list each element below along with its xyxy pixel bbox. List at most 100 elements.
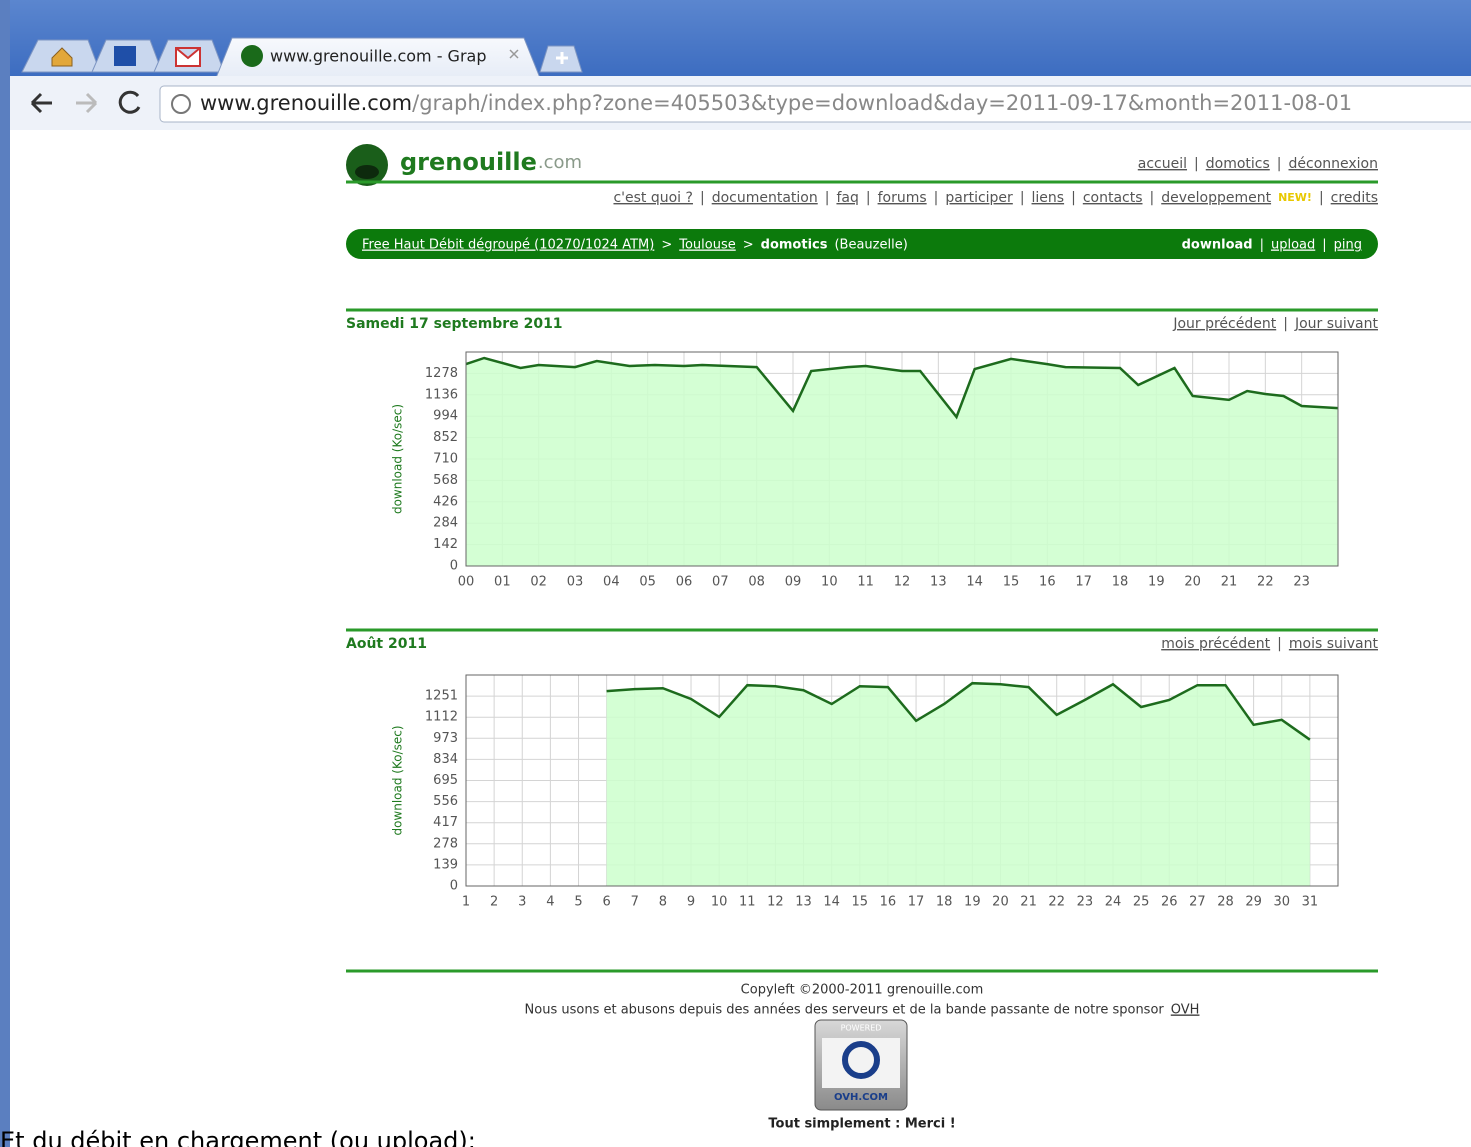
screen: www.grenouille.com - Grap www.grenouille…: [0, 0, 1471, 1147]
top-link[interactable]: déconnexion: [1289, 156, 1379, 172]
window-border: [0, 0, 10, 1147]
x-tick-label: 00: [458, 575, 475, 590]
nav-link[interactable]: Jour suivant: [1294, 316, 1379, 332]
chart-title: Août 2011: [346, 636, 427, 652]
x-tick-label: 29: [1245, 895, 1262, 910]
content: déconnexion|domotics|accueilcredits|NEW!…: [346, 156, 1379, 1018]
x-tick-label: 4: [546, 895, 554, 910]
nav-link[interactable]: mois précédent: [1161, 636, 1270, 652]
crumb-isp[interactable]: Free Haut Débit dégroupé (10270/1024 ATM…: [362, 238, 654, 253]
x-tick-label: 7: [631, 895, 639, 910]
crumb-arrow: >: [743, 238, 754, 253]
x-tick-label: 18: [936, 895, 953, 910]
x-tick-label: 8: [659, 895, 667, 910]
y-axis-label: download (Ko/sec): [391, 404, 405, 514]
y-tick-label: 1251: [425, 689, 458, 704]
x-tick-label: 16: [1039, 575, 1056, 590]
x-tick-label: 19: [964, 895, 981, 910]
x-tick-label: 23: [1293, 575, 1310, 590]
separator: |: [1283, 316, 1288, 332]
y-tick-label: 994: [433, 409, 458, 424]
x-tick-label: 13: [930, 575, 947, 590]
logo-mouth: [355, 165, 379, 179]
nav-link[interactable]: participer: [945, 190, 1013, 206]
x-tick-label: 12: [894, 575, 911, 590]
sponsor-text: Nous usons et abusons depuis des années …: [525, 1003, 1165, 1018]
x-tick-label: 27: [1189, 895, 1206, 910]
mode-link: download: [1182, 238, 1253, 253]
x-tick-label: 06: [676, 575, 693, 590]
x-tick-label: 23: [1077, 895, 1094, 910]
y-tick-label: 973: [433, 731, 458, 746]
y-tick-label: 0: [450, 559, 458, 574]
x-tick-label: 28: [1217, 895, 1234, 910]
nav-link[interactable]: forums: [878, 190, 927, 206]
x-tick-label: 26: [1161, 895, 1178, 910]
x-tick-label: 22: [1257, 575, 1274, 590]
x-tick-label: 30: [1273, 895, 1290, 910]
x-tick-label: 10: [711, 895, 728, 910]
url-host: www.grenouille.com: [200, 91, 412, 115]
y-tick-label: 852: [433, 430, 458, 445]
y-tick-label: 556: [433, 794, 458, 809]
nav-link[interactable]: developpement: [1161, 190, 1271, 206]
x-tick-label: 07: [712, 575, 729, 590]
mode-link[interactable]: ping: [1334, 238, 1362, 253]
x-tick-label: 15: [1003, 575, 1020, 590]
x-tick-label: 17: [1075, 575, 1092, 590]
nav-link[interactable]: Jour précédent: [1172, 316, 1276, 332]
y-tick-label: 1112: [425, 710, 458, 725]
x-tick-label: 21: [1020, 895, 1037, 910]
nav-link[interactable]: mois suivant: [1289, 636, 1379, 652]
area: [466, 358, 1338, 566]
x-tick-label: 11: [739, 895, 756, 910]
x-tick-label: 02: [530, 575, 547, 590]
x-tick-label: 9: [687, 895, 695, 910]
mode-link[interactable]: upload: [1271, 238, 1315, 253]
x-tick-label: 14: [966, 575, 983, 590]
favicon: [241, 45, 263, 67]
crumb-city[interactable]: Toulouse: [678, 238, 736, 253]
separator: |: [1319, 190, 1324, 206]
page: grenouille graph { "browser": { "tab_tit…: [0, 0, 1471, 1147]
nav-link[interactable]: credits: [1331, 190, 1378, 206]
x-tick-label: 10: [821, 575, 838, 590]
sponsor-link[interactable]: OVH: [1171, 1003, 1200, 1018]
separator: |: [1071, 190, 1076, 206]
x-tick-label: 12: [767, 895, 784, 910]
nav-link[interactable]: contacts: [1083, 190, 1143, 206]
separator: |: [1194, 156, 1199, 172]
nav-link[interactable]: documentation: [712, 190, 818, 206]
thanks: Tout simplement : Merci !: [768, 1117, 955, 1132]
nav-link[interactable]: faq: [836, 190, 858, 206]
caption: Et du débit en chargement (ou upload):: [0, 1127, 476, 1147]
url-path: /graph/index.php?zone=405503&type=downlo…: [412, 91, 1352, 115]
separator: |: [1020, 190, 1025, 206]
top-link[interactable]: accueil: [1138, 156, 1187, 172]
crumb-zone: domotics: [761, 238, 828, 253]
x-tick-label: 22: [1048, 895, 1065, 910]
crumb-detail: (Beauzelle): [834, 238, 907, 253]
logo-text: grenouille: [400, 148, 537, 176]
chart-title: Samedi 17 septembre 2011: [346, 316, 563, 332]
x-tick-label: 05: [639, 575, 656, 590]
separator: |: [1150, 190, 1155, 206]
x-tick-label: 16: [880, 895, 897, 910]
nav-link[interactable]: liens: [1032, 190, 1065, 206]
y-tick-label: 426: [433, 494, 458, 509]
x-tick-label: 11: [857, 575, 874, 590]
separator: |: [1322, 238, 1326, 253]
y-tick-label: 142: [433, 537, 458, 552]
x-tick-label: 20: [992, 895, 1009, 910]
separator: |: [700, 190, 705, 206]
x-tick-label: 03: [567, 575, 584, 590]
x-tick-label: 5: [574, 895, 582, 910]
nav-link[interactable]: c'est quoi ?: [613, 190, 693, 206]
y-tick-label: 1278: [425, 366, 458, 381]
x-tick-label: 17: [908, 895, 925, 910]
x-tick-label: 6: [603, 895, 611, 910]
top-link[interactable]: domotics: [1206, 156, 1270, 172]
x-tick-label: 25: [1133, 895, 1150, 910]
x-tick-label: 19: [1148, 575, 1165, 590]
x-tick-label: 1: [462, 895, 470, 910]
